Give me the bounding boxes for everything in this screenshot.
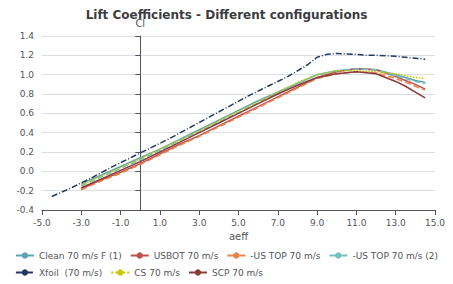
svg-text:-1.0: -1.0 (112, 218, 130, 228)
svg-text:11.0: 11.0 (346, 218, 366, 228)
svg-text:-0.2: -0.2 (16, 186, 34, 196)
svg-text:Clean 70 m/s F (1): Clean 70 m/s F (1) (39, 251, 122, 261)
svg-text:Lift Coefficients - Different: Lift Coefficients - Different configurat… (86, 8, 368, 22)
svg-text:13.0: 13.0 (386, 218, 406, 228)
svg-text:1.0: 1.0 (20, 70, 35, 80)
svg-text:Cl: Cl (135, 17, 146, 29)
svg-text:-3.0: -3.0 (73, 218, 91, 228)
svg-text:-US TOP 70 m/s: -US TOP 70 m/s (250, 251, 320, 261)
svg-text:CS 70 m/s: CS 70 m/s (134, 268, 180, 278)
svg-text:0.8: 0.8 (20, 89, 35, 99)
svg-text:5.0: 5.0 (231, 218, 246, 228)
svg-text:0.4: 0.4 (20, 128, 35, 138)
svg-text:7.0: 7.0 (271, 218, 286, 228)
svg-text:0.0: 0.0 (20, 166, 35, 176)
svg-text:0.2: 0.2 (20, 147, 34, 157)
svg-text:3.0: 3.0 (192, 218, 207, 228)
svg-text:SCP 70 m/s: SCP 70 m/s (212, 268, 263, 278)
svg-text:1.2: 1.2 (20, 50, 34, 60)
svg-text:-US TOP 70 m/s (2): -US TOP 70 m/s (2) (352, 251, 438, 261)
svg-text:USBOT 70 m/s: USBOT 70 m/s (154, 251, 219, 261)
svg-text:-5.0: -5.0 (33, 218, 51, 228)
svg-text:9.0: 9.0 (310, 218, 325, 228)
svg-text:-0.4: -0.4 (16, 205, 34, 215)
svg-text:Xfoil (70 m/s): Xfoil (70 m/s) (39, 268, 102, 278)
svg-text:15.0: 15.0 (425, 218, 445, 228)
svg-text:1.0: 1.0 (153, 218, 168, 228)
svg-text:aeff: aeff (229, 231, 249, 242)
svg-text:1.4: 1.4 (20, 31, 35, 41)
svg-text:0.6: 0.6 (20, 108, 35, 118)
